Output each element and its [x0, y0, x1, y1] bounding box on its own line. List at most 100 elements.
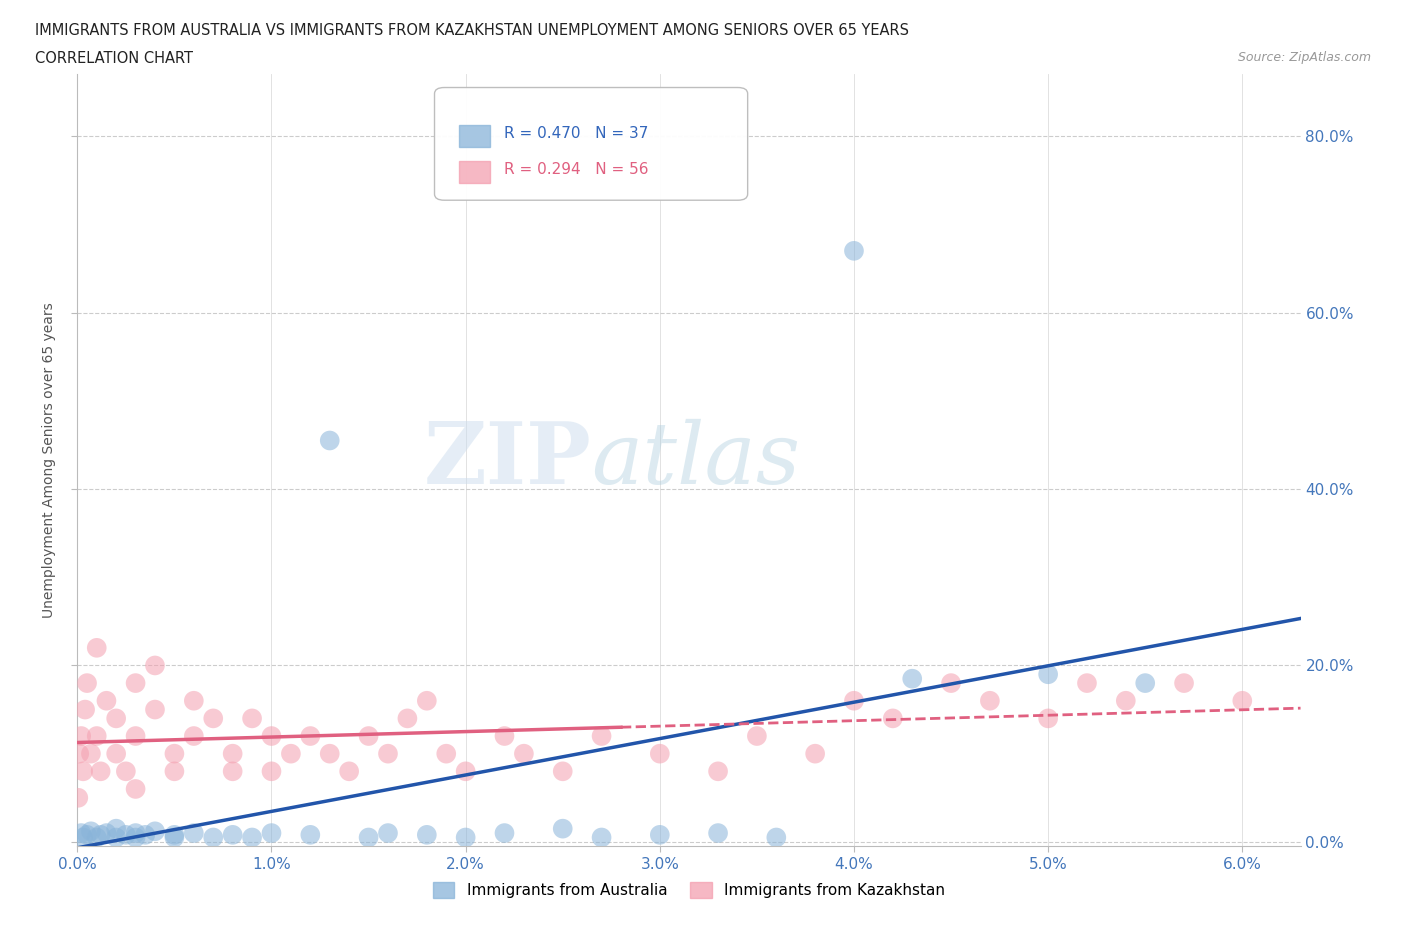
- Point: [396, 711, 419, 725]
- Point: [551, 821, 574, 836]
- Point: [979, 693, 1001, 708]
- Point: [648, 746, 671, 761]
- Point: [221, 746, 243, 761]
- Point: [163, 764, 186, 778]
- Point: [842, 693, 865, 708]
- Point: [707, 764, 730, 778]
- Point: [299, 828, 322, 843]
- Point: [90, 764, 112, 778]
- Point: [551, 764, 574, 778]
- Point: [745, 728, 768, 743]
- Point: [90, 828, 112, 843]
- Point: [183, 826, 205, 841]
- Point: [260, 728, 283, 743]
- Point: [454, 830, 477, 845]
- Point: [882, 711, 904, 725]
- Point: [72, 830, 94, 845]
- Point: [163, 746, 186, 761]
- Point: [357, 728, 380, 743]
- Point: [1076, 676, 1098, 691]
- Point: [86, 641, 108, 656]
- Point: [86, 830, 108, 845]
- Point: [319, 746, 342, 761]
- Point: [124, 830, 146, 845]
- Point: [75, 702, 97, 717]
- Point: [70, 728, 93, 743]
- Text: Source: ZipAtlas.com: Source: ZipAtlas.com: [1237, 51, 1371, 64]
- Point: [134, 828, 156, 843]
- Point: [1232, 693, 1254, 708]
- Point: [454, 764, 477, 778]
- Point: [115, 828, 138, 843]
- Point: [124, 781, 146, 796]
- Point: [434, 746, 457, 761]
- Point: [416, 828, 439, 843]
- Point: [67, 790, 90, 805]
- Point: [260, 764, 283, 778]
- Point: [67, 746, 90, 761]
- Text: IMMIGRANTS FROM AUSTRALIA VS IMMIGRANTS FROM KAZAKHSTAN UNEMPLOYMENT AMONG SENIO: IMMIGRANTS FROM AUSTRALIA VS IMMIGRANTS …: [35, 23, 910, 38]
- Point: [183, 728, 205, 743]
- Point: [221, 764, 243, 778]
- Y-axis label: Unemployment Among Seniors over 65 years: Unemployment Among Seniors over 65 years: [42, 302, 56, 618]
- Point: [143, 658, 166, 673]
- Point: [115, 764, 138, 778]
- Point: [1036, 711, 1059, 725]
- Point: [494, 728, 516, 743]
- Point: [260, 826, 283, 841]
- Point: [124, 826, 146, 841]
- Point: [105, 821, 128, 836]
- Point: [202, 711, 225, 725]
- Point: [842, 244, 865, 259]
- Point: [1036, 667, 1059, 682]
- Point: [80, 824, 103, 839]
- Point: [80, 746, 103, 761]
- Point: [804, 746, 827, 761]
- Point: [76, 828, 98, 843]
- Text: ZIP: ZIP: [423, 418, 591, 502]
- Point: [357, 830, 380, 845]
- Point: [648, 828, 671, 843]
- Point: [494, 826, 516, 841]
- Point: [163, 828, 186, 843]
- Point: [143, 824, 166, 839]
- Point: [124, 728, 146, 743]
- Point: [105, 830, 128, 845]
- Point: [707, 826, 730, 841]
- Point: [124, 676, 146, 691]
- Point: [337, 764, 360, 778]
- Point: [513, 746, 536, 761]
- Point: [72, 764, 94, 778]
- Point: [163, 830, 186, 845]
- Point: [319, 433, 342, 448]
- Point: [202, 830, 225, 845]
- Point: [901, 671, 924, 686]
- Point: [591, 830, 613, 845]
- Point: [86, 728, 108, 743]
- Point: [591, 728, 613, 743]
- Text: atlas: atlas: [591, 419, 800, 501]
- Point: [96, 826, 118, 841]
- Point: [76, 676, 98, 691]
- Point: [70, 826, 93, 841]
- Point: [1135, 676, 1157, 691]
- Bar: [458, 125, 489, 147]
- Point: [105, 746, 128, 761]
- Point: [280, 746, 302, 761]
- Point: [1173, 676, 1195, 691]
- Point: [221, 828, 243, 843]
- Point: [299, 728, 322, 743]
- Point: [183, 693, 205, 708]
- Text: CORRELATION CHART: CORRELATION CHART: [35, 51, 193, 66]
- Point: [765, 830, 787, 845]
- Point: [96, 693, 118, 708]
- Legend: Immigrants from Australia, Immigrants from Kazakhstan: Immigrants from Australia, Immigrants fr…: [427, 876, 950, 904]
- Point: [105, 711, 128, 725]
- Text: R = 0.470   N = 37: R = 0.470 N = 37: [505, 126, 648, 141]
- Text: R = 0.294   N = 56: R = 0.294 N = 56: [505, 163, 648, 178]
- Point: [416, 693, 439, 708]
- Point: [240, 711, 263, 725]
- Point: [240, 830, 263, 845]
- Point: [377, 826, 399, 841]
- FancyBboxPatch shape: [434, 87, 748, 200]
